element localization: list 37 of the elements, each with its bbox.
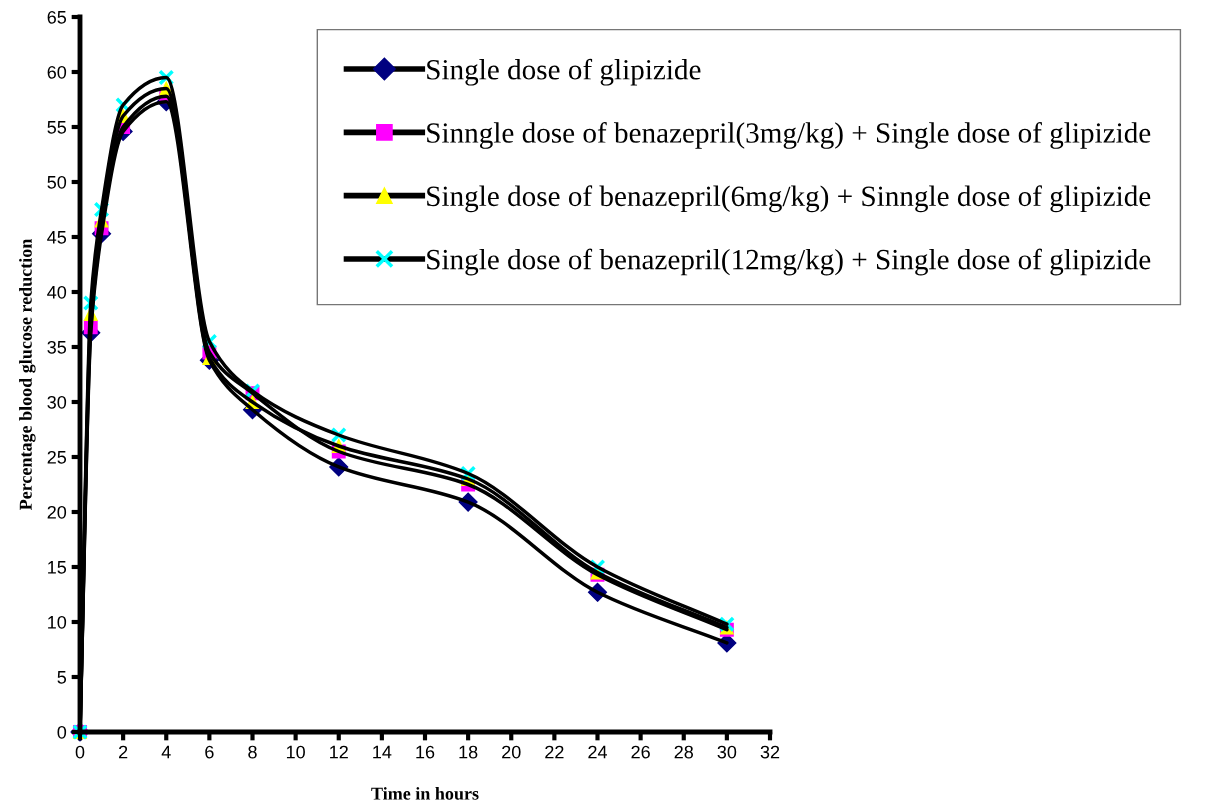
legend-label: Sinngle dose of benazepril(3mg/kg) + Single dose of glipizide — [427, 122, 1151, 149]
y-tick-label: 15 — [48, 561, 67, 574]
x-tick-label: 30 — [717, 745, 737, 759]
x-tick-label: 24 — [588, 745, 608, 759]
y-tick-label: 65 — [47, 10, 67, 24]
y-tick-label: 20 — [47, 505, 67, 519]
x-tick-label: 20 — [502, 745, 521, 759]
x-tick-label: 2 — [119, 745, 128, 759]
y-tick-label: 30 — [47, 395, 67, 409]
y-tick-label: 5 — [57, 671, 67, 684]
y-tick-label: 55 — [47, 121, 67, 134]
x-tick-label: 4 — [161, 745, 171, 759]
x-tick-label: 28 — [674, 745, 694, 759]
y-tick-label: 50 — [47, 175, 67, 189]
y-tick-label: 25 — [47, 450, 67, 464]
y-tick-label: 45 — [47, 231, 67, 244]
x-tick-label: 26 — [631, 745, 650, 759]
x-tick-label: 32 — [760, 745, 780, 759]
y-axis-title: Percentage blood glucose reduction — [19, 238, 36, 511]
y-tick-label: 35 — [47, 340, 67, 354]
x-tick-label: 0 — [75, 745, 85, 759]
x-tick-label: 8 — [248, 745, 257, 759]
x-tick-label: 10 — [286, 745, 305, 759]
legend-label: Single dose of benazepril(6mg/kg) + Sinngle dose of glipizide — [427, 185, 1151, 213]
y-tick-label: 10 — [48, 615, 67, 629]
x-tick-label: 14 — [373, 745, 392, 759]
x-axis-title: Time in hours — [371, 787, 479, 800]
legend-label: Single dose of benazepril(12mg/kg) + Single dose of glipizide — [427, 248, 1151, 276]
y-tick-label: 60 — [47, 65, 67, 79]
x-tick-label: 18 — [459, 745, 478, 759]
x-tick-label: 6 — [205, 745, 214, 759]
x-tick-label: 16 — [416, 745, 435, 759]
legend-label: Single dose of glipizide — [427, 58, 701, 86]
y-tick-label: 40 — [47, 285, 67, 299]
x-tick-label: 22 — [545, 745, 564, 759]
y-tick-label: 0 — [57, 725, 67, 739]
x-tick-label: 12 — [330, 745, 348, 759]
